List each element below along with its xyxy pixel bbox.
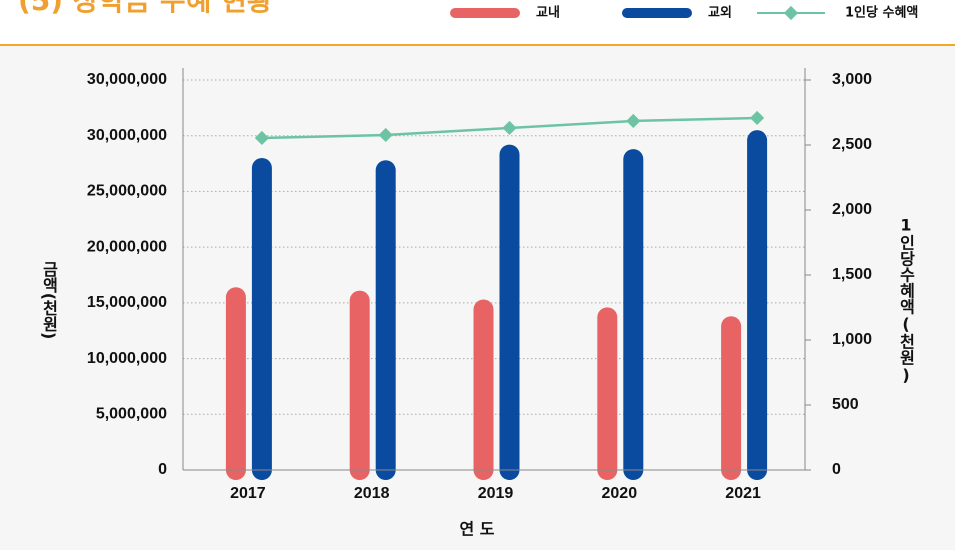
bar [375,160,396,480]
y2-tick-label: 500 [832,396,859,413]
y2-tick-label: 3,000 [832,71,872,88]
legend-swatch [783,5,799,21]
legend-label: 1인당 수혜액 [845,5,918,21]
y-axis-label: 금액(천원) [40,261,59,340]
x-tick-label: 2018 [354,485,390,502]
y-tick-label: 30,000,000 [87,127,167,144]
marker [254,130,269,146]
y-tick-label: 10,000,000 [87,350,167,367]
y2-tick-label: 1,500 [832,266,872,283]
bar [225,287,246,480]
bar [623,149,644,481]
y-tick-label: 5,000,000 [96,406,167,423]
y-tick-label: 0 [158,461,167,478]
marker [626,113,641,129]
legend-label: 교외 [708,5,732,21]
bar [473,299,494,480]
y-tick-label: 25,000,000 [87,183,167,200]
marker [502,120,517,136]
chart-title: (5) 장학금 수혜 현황 [18,0,273,17]
bar [349,290,370,480]
marker [750,110,765,126]
legend-label: 교내 [536,5,560,21]
x-axis-label: 연 도 [459,520,494,539]
marker [378,127,393,143]
y-tick-label: 30,000,000 [87,71,167,88]
bar [721,316,742,480]
bar [499,144,520,480]
y-tick-label: 15,000,000 [87,294,167,311]
bar [251,158,272,480]
y2-tick-label: 1,000 [832,331,872,348]
legend-swatch [622,8,692,18]
bar [597,307,618,480]
x-tick-label: 2021 [725,485,761,502]
legend-swatch [450,8,520,18]
x-tick-label: 2017 [230,485,266,502]
y-tick-label: 20,000,000 [87,238,167,255]
x-tick-label: 2019 [478,485,514,502]
bar [747,130,768,480]
x-tick-label: 2020 [602,485,638,502]
y2-tick-label: 2,000 [832,201,872,218]
y2-axis-label: 1인당수혜액(천원) [897,216,916,385]
y2-tick-label: 0 [832,461,841,478]
y2-tick-label: 2,500 [832,136,872,153]
